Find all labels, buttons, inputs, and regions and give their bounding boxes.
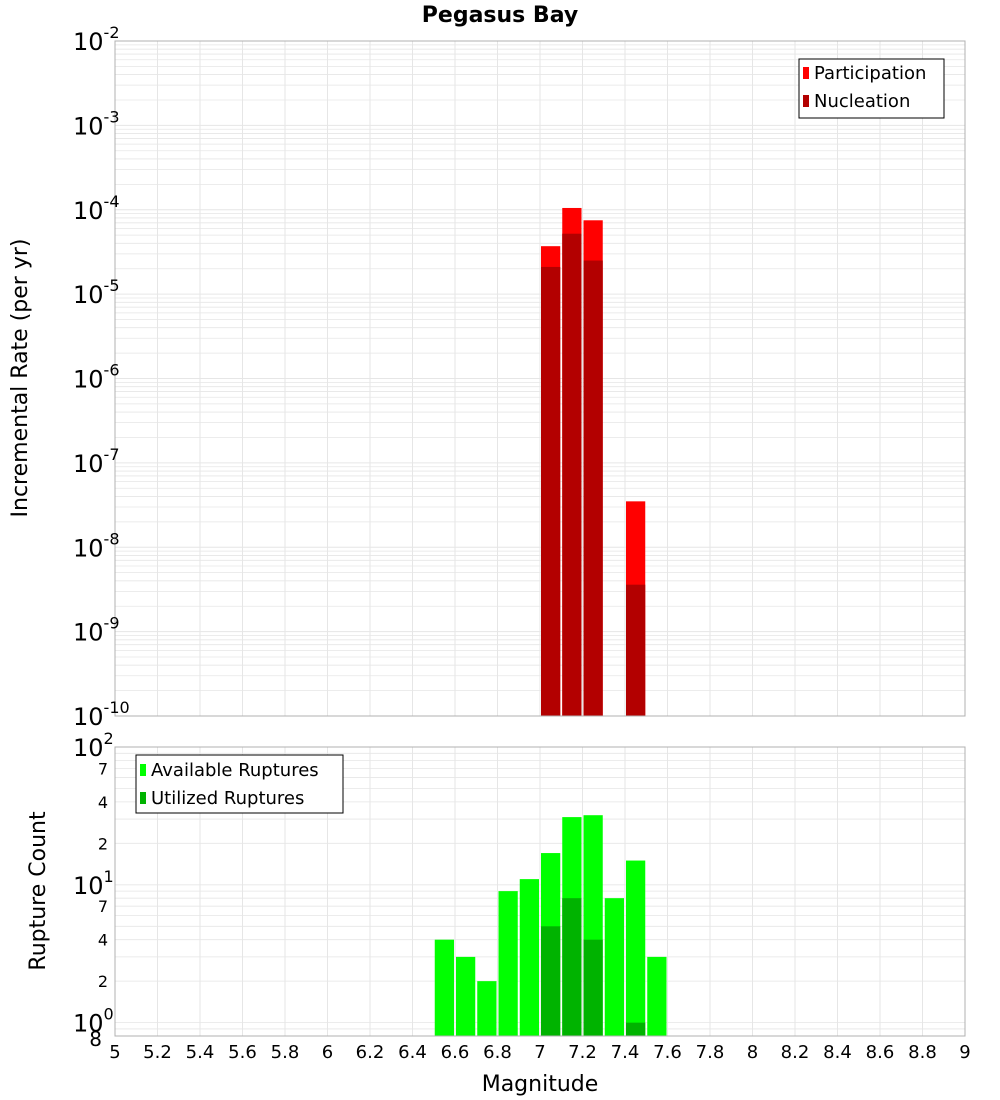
x-tick-label: 8 (747, 1042, 758, 1063)
legend-label-utilized: Utilized Ruptures (151, 788, 304, 809)
x-tick-label: 5.2 (143, 1042, 172, 1063)
legend-swatch-available (140, 764, 146, 776)
chart-title: Pegasus Bay (422, 3, 578, 28)
legend-swatch-nucleation (803, 95, 809, 107)
x-tick-label: 8.2 (781, 1042, 810, 1063)
count-y-tick-label: 102 (73, 729, 114, 762)
legend-label-available: Available Ruptures (151, 760, 319, 781)
x-tick-label: 7.4 (611, 1042, 640, 1063)
x-tick-label: 5 (109, 1042, 120, 1063)
x-tick-label: 7.2 (568, 1042, 597, 1063)
rate-y-tick-label: 10-6 (73, 361, 120, 394)
rate-legend: Participation Nucleation (798, 58, 945, 119)
available-bar (519, 879, 539, 1036)
rate-plot-frame (114, 40, 966, 717)
available-bar (477, 981, 497, 1036)
rate-y-axis-label: Incremental Rate (per yr) (8, 239, 33, 518)
rate-panel: 10-2 10-3 10-4 10-5 10-6 10-7 10-8 10-9 10-10 In… (8, 23, 966, 731)
legend-label-participation: Participation (814, 63, 926, 84)
available-bar (434, 939, 454, 1036)
available-bar (604, 898, 624, 1036)
count-y-tick-label: 2 (98, 834, 108, 853)
utilized-bar (583, 939, 603, 1036)
rate-y-tick-label: 10-5 (73, 276, 120, 309)
legend-swatch-participation (803, 67, 809, 79)
count-y-tick-label: 2 (98, 972, 108, 991)
count-plot-frame (114, 746, 966, 1037)
rate-y-tick-label: 10-9 (73, 614, 120, 647)
rate-y-tick-label: 10-3 (73, 107, 120, 140)
x-tick-label: 5.4 (186, 1042, 215, 1063)
legend-swatch-utilized (140, 792, 146, 804)
utilized-bar (562, 898, 582, 1036)
utilized-bar (541, 926, 561, 1036)
available-bar (456, 956, 476, 1036)
nucleation-bar (626, 584, 646, 716)
count-y-tick-label: 7 (98, 897, 108, 916)
legend-label-nucleation: Nucleation (814, 91, 910, 112)
utilized-bar (626, 1022, 646, 1036)
rate-y-tick-label: 10-8 (73, 529, 120, 562)
rate-y-tick-label: 10-10 (73, 698, 130, 731)
rate-y-tick-label: 10-7 (73, 445, 120, 478)
x-tick-label: 6.8 (483, 1042, 512, 1063)
x-tick-label: 9 (959, 1042, 970, 1063)
x-tick-label: 5.8 (271, 1042, 300, 1063)
x-tick-label: 8.4 (823, 1042, 852, 1063)
x-axis-label: Magnitude (482, 1072, 599, 1097)
x-tick-label: 5.6 (228, 1042, 257, 1063)
x-tick-label: 6.4 (398, 1042, 427, 1063)
available-bar (647, 956, 667, 1036)
count-y-tick-label: 7 (98, 759, 108, 778)
nucleation-bar (562, 233, 582, 716)
x-tick-label: 6.6 (441, 1042, 470, 1063)
count-legend: Available Ruptures Utilized Ruptures (135, 754, 344, 814)
rate-y-tick-label: 10-2 (73, 23, 120, 56)
nucleation-bar (541, 266, 561, 716)
x-tick-label: 8.8 (908, 1042, 937, 1063)
nucleation-bar (583, 260, 603, 716)
count-y-tick-label: 4 (98, 793, 108, 812)
x-tick-label: 6.2 (356, 1042, 385, 1063)
x-tick-label: 6 (322, 1042, 333, 1063)
available-bar (498, 891, 518, 1036)
x-tick-label: 7.6 (653, 1042, 682, 1063)
count-y-tick-label: 8 (89, 1027, 102, 1051)
available-bar (626, 860, 646, 1036)
x-tick-label: 7.8 (696, 1042, 725, 1063)
x-tick-label: 8.6 (866, 1042, 895, 1063)
count-y-axis-label: Rupture Count (26, 811, 51, 971)
x-tick-label: 7 (534, 1042, 545, 1063)
count-y-tick-label: 101 (73, 867, 114, 900)
rate-y-tick-label: 10-4 (73, 192, 120, 225)
count-y-tick-label: 4 (98, 931, 108, 950)
